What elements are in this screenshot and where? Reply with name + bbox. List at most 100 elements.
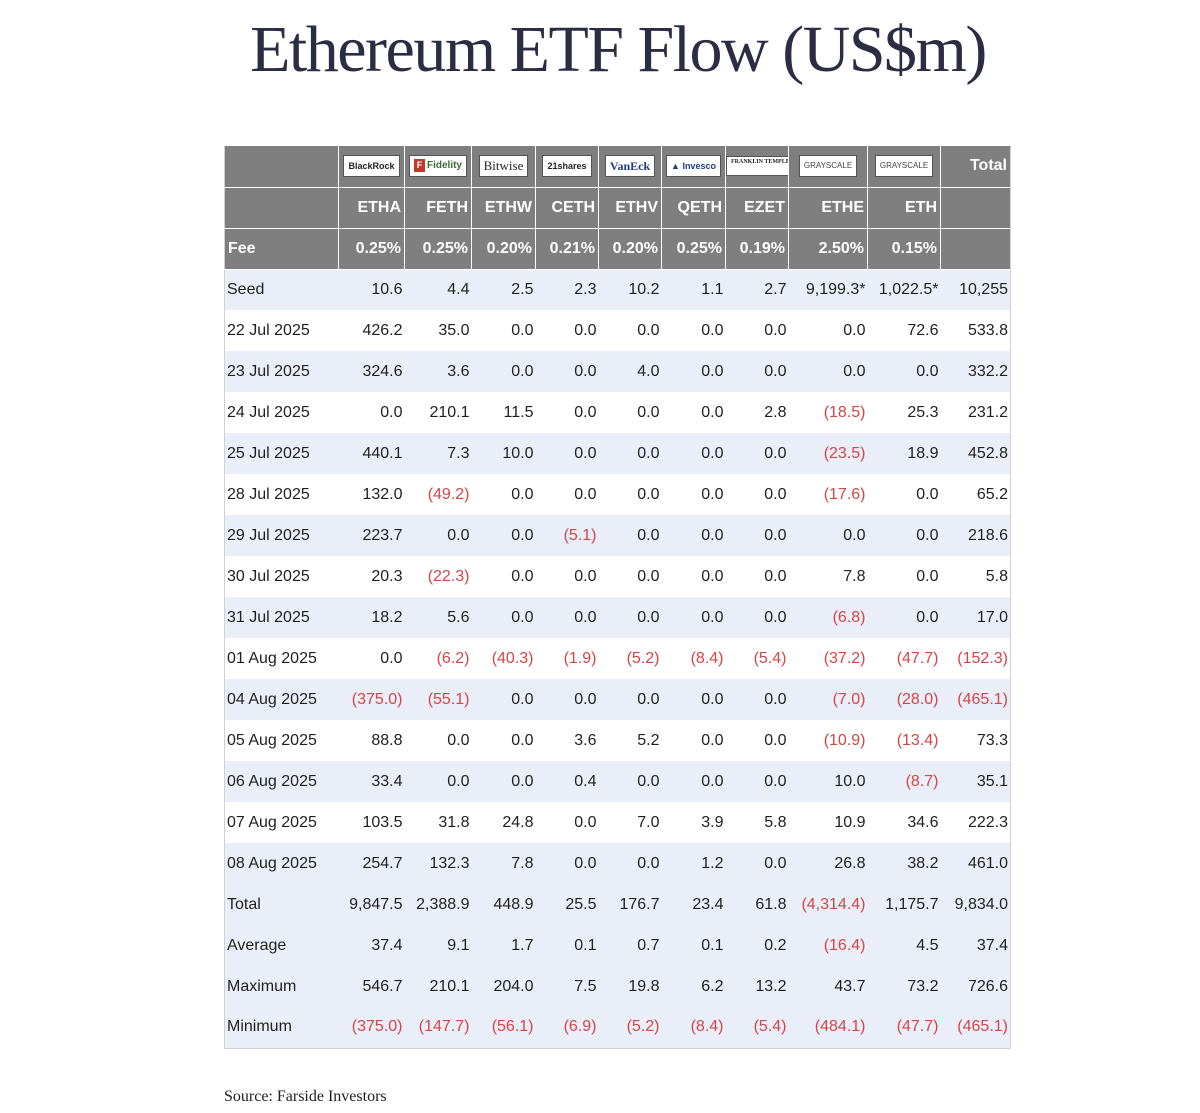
flow-cell: 0.0 xyxy=(598,433,662,474)
flow-cell: 0.0 xyxy=(637,567,660,585)
fidelity-logo: F Fidelity xyxy=(408,155,467,178)
flow-cell: 38.2 xyxy=(867,843,941,884)
row-total-cell: 17.0 xyxy=(940,597,1011,638)
flow-cell: (6.2) xyxy=(436,649,470,667)
flow-cell: 3.9 xyxy=(701,813,724,831)
row-label: Minimum xyxy=(224,1007,339,1048)
summary-row: Average 37.4 9.1 1.7 0.1 0.7 0.1 0.2 (16.4) 4.5 37… xyxy=(224,925,1011,966)
flow-cell: 0.0 xyxy=(916,485,939,503)
flow-cell: 0.0 xyxy=(701,567,724,585)
flow-cell: (55.1) xyxy=(404,679,472,720)
flow-cell: 176.7 xyxy=(598,884,662,925)
flow-cell: 210.1 xyxy=(404,966,472,1007)
flow-cell: 4.0 xyxy=(598,351,662,392)
flow-cell: 0.0 xyxy=(380,649,403,667)
flow-cell: 0.0 xyxy=(725,761,789,802)
flow-cell: 73.2 xyxy=(867,966,941,1007)
table-row: 29 Jul 2025 223.7 0.0 0.0 (5.1) 0.0 0.0 0.0 0.0 0… xyxy=(224,515,1011,556)
table-row: 25 Jul 2025 440.1 7.3 10.0 0.0 0.0 0.0 0.0 (23.5… xyxy=(224,433,1011,474)
ticker-header: ETHE xyxy=(788,187,868,229)
flow-cell: (6.8) xyxy=(788,597,868,638)
flow-cell: (17.6) xyxy=(823,485,866,503)
row-label: 31 Jul 2025 xyxy=(224,597,339,638)
flow-cell: 0.0 xyxy=(598,515,662,556)
issuer-cell: GRAYSCALE xyxy=(867,146,941,188)
flow-cell: 0.0 xyxy=(725,515,789,556)
flow-cell: 0.0 xyxy=(701,731,724,749)
flow-cell: 1.7 xyxy=(471,925,536,966)
flow-cell: 0.0 xyxy=(701,485,724,503)
flow-cell: 9.1 xyxy=(404,925,472,966)
issuer-cell: Bitwise xyxy=(471,146,536,188)
flow-cell: (5.2) xyxy=(626,649,660,667)
flow-cell: (1.9) xyxy=(563,649,597,667)
flow-cell: 0.0 xyxy=(637,485,660,503)
table-row: 28 Jul 2025 132.0 (49.2) 0.0 0.0 0.0 0.0 0.0 (17… xyxy=(225,474,1011,515)
flow-cell: 0.0 xyxy=(661,761,726,802)
row-total-cell: 332.2 xyxy=(940,351,1011,392)
invesco-logo: ▲ Invesco xyxy=(666,155,721,178)
flow-cell: 426.2 xyxy=(362,321,403,339)
flow-cell: 0.2 xyxy=(725,925,789,966)
flow-cell: 4.5 xyxy=(867,925,941,966)
row-total-cell: 222.3 xyxy=(967,813,1008,831)
flow-cell: 20.3 xyxy=(371,567,403,585)
flow-cell: 132.3 xyxy=(404,843,472,884)
flow-cell: 9,199.3* xyxy=(788,269,868,310)
flow-cell: 0.0 xyxy=(701,321,724,339)
flow-cell: (16.4) xyxy=(788,925,868,966)
issuer-cell: FRANKLIN TEMPLETON xyxy=(725,146,789,188)
flow-cell: 0.0 xyxy=(701,403,724,421)
ticker-header: FETH xyxy=(404,187,472,229)
flow-cell: 0.0 xyxy=(725,679,789,720)
flow-cell: (4,314.4) xyxy=(788,884,868,925)
source-note: Source: Farside Investors xyxy=(224,1088,387,1105)
flow-cell: 72.6 xyxy=(907,321,939,339)
flow-cell: 0.0 xyxy=(471,679,536,720)
flow-cell: 1,022.5* xyxy=(867,269,941,310)
ticker-header: ETHV xyxy=(598,187,662,229)
flow-cell: (375.0) xyxy=(338,1007,405,1048)
row-total-cell: 5.8 xyxy=(985,567,1008,585)
row-total-cell: (465.1) xyxy=(940,1007,1011,1048)
corner-cell xyxy=(224,146,339,188)
flow-cell: 0.0 xyxy=(661,515,726,556)
flow-cell: 1,175.7 xyxy=(867,884,941,925)
table-row: 05 Aug 2025 88.8 0.0 0.0 3.6 5.2 0.0 0.0 (10.9) (… xyxy=(225,720,1011,761)
flow-cell: (484.1) xyxy=(788,1007,868,1048)
bitwise-logo: Bitwise xyxy=(478,155,529,178)
fee-value: 0.21% xyxy=(535,228,599,270)
flow-cell: 26.8 xyxy=(788,843,868,884)
row-total-cell: (152.3) xyxy=(957,649,1008,667)
issuer-cell: GRAYSCALE xyxy=(788,146,868,188)
row-label: 01 Aug 2025 xyxy=(227,649,317,667)
flow-cell: 324.6 xyxy=(338,351,405,392)
flow-cell: 0.0 xyxy=(867,515,941,556)
table-row: 06 Aug 2025 33.4 0.0 0.0 0.4 0.0 0.0 0.0 10.0 (8.… xyxy=(224,761,1011,802)
flow-cell: 0.1 xyxy=(661,925,726,966)
table-row: 04 Aug 2025 (375.0) (55.1) 0.0 0.0 0.0 0.0 0.0(… xyxy=(224,679,1011,720)
flow-cell: (5.2) xyxy=(598,1007,662,1048)
flow-cell: 9,847.5 xyxy=(338,884,405,925)
flow-cell: 0.0 xyxy=(471,597,536,638)
flow-cell: 10.6 xyxy=(338,269,405,310)
flow-cell: 10.9 xyxy=(834,813,866,831)
flow-cell: (22.3) xyxy=(427,567,470,585)
flow-cell: 31.8 xyxy=(438,813,470,831)
flow-cell: (375.0) xyxy=(338,679,405,720)
flow-cell: 0.0 xyxy=(598,761,662,802)
flow-cell: 0.0 xyxy=(725,351,789,392)
flow-cell: 210.1 xyxy=(429,403,470,421)
flow-cell: 0.0 xyxy=(661,597,726,638)
row-label: 22 Jul 2025 xyxy=(227,321,310,339)
flow-cell: 223.7 xyxy=(338,515,405,556)
flow-cell: 2.7 xyxy=(725,269,789,310)
row-label: Maximum xyxy=(224,966,339,1007)
row-total-cell: (465.1) xyxy=(940,679,1011,720)
total-column-header: Total xyxy=(940,146,1011,188)
row-label: 04 Aug 2025 xyxy=(224,679,339,720)
flow-cell: 0.0 xyxy=(725,433,789,474)
fidelity-mark-icon: F xyxy=(413,159,425,173)
flow-cell: (7.0) xyxy=(788,679,868,720)
flow-cell: 2.5 xyxy=(471,269,536,310)
